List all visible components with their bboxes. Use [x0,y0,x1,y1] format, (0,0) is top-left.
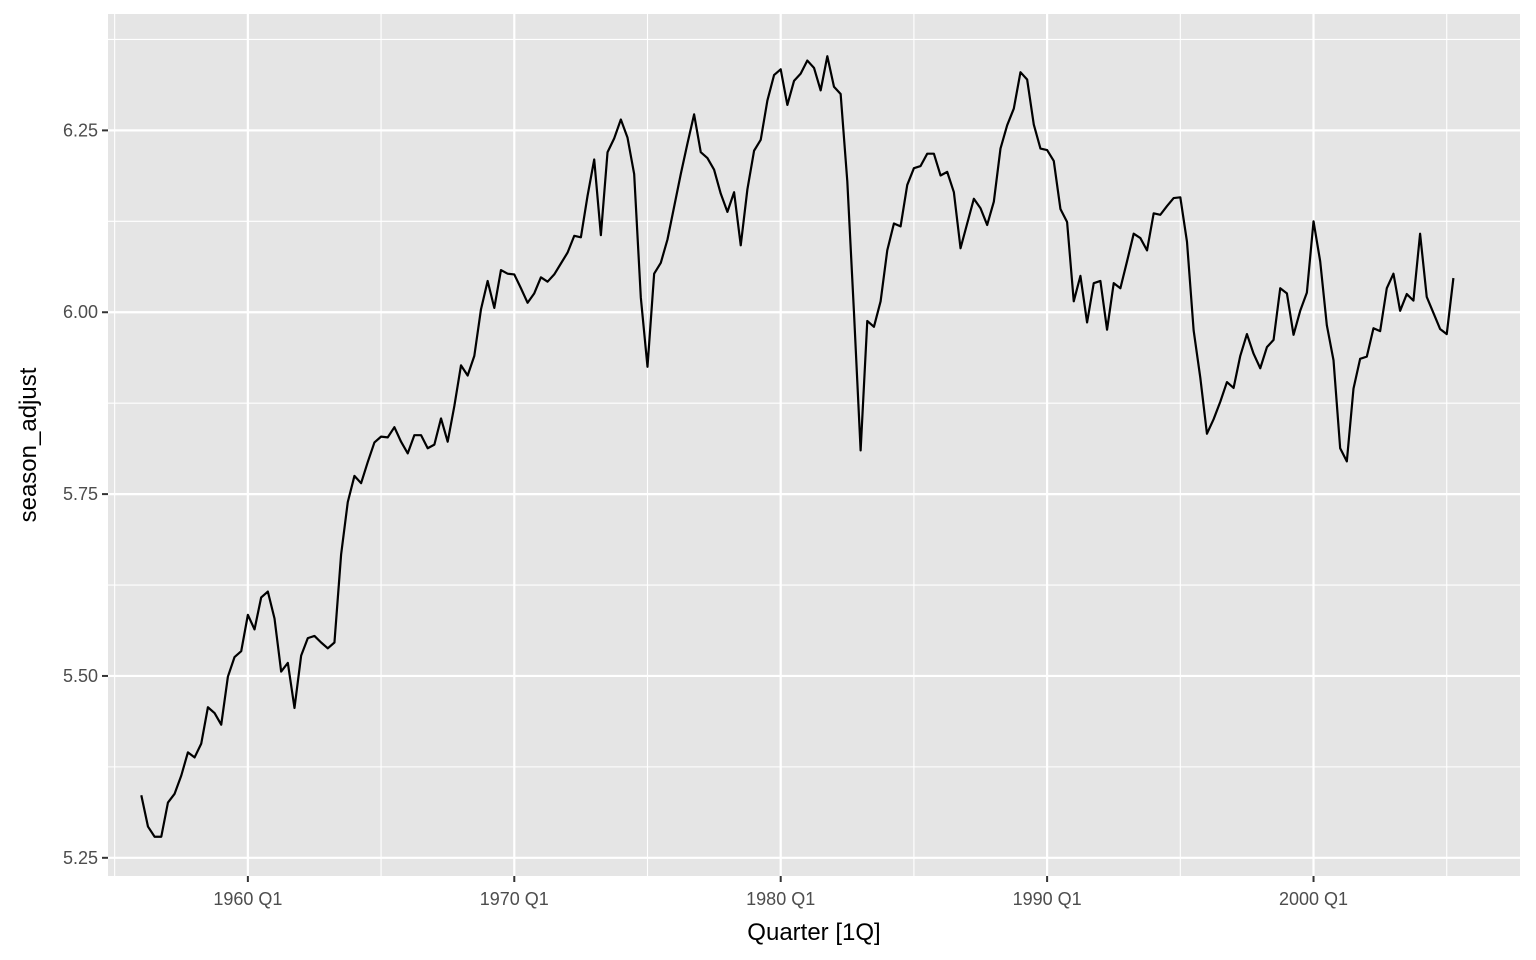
y-tick-label: 5.25 [63,848,98,868]
y-axis-title: season_adjust [15,367,42,522]
x-tick-label: 1990 Q1 [1013,889,1082,909]
plot-panel [108,14,1520,876]
x-axis-title: Quarter [1Q] [747,919,880,946]
y-tick-label: 5.75 [63,484,98,504]
x-tick-label: 1980 Q1 [746,889,815,909]
series-line [140,55,1455,838]
major-gridlines [108,14,1520,876]
x-tick-label: 1970 Q1 [480,889,549,909]
x-tick-label: 1960 Q1 [213,889,282,909]
y-tick-label: 6.25 [63,120,98,140]
x-tick-label: 2000 Q1 [1279,889,1348,909]
y-tick-label: 6.00 [63,302,98,322]
x-axis: 1960 Q1 1970 Q1 1980 Q1 1990 Q1 2000 Q1 [213,876,1348,909]
minor-gridlines [108,14,1520,876]
y-tick-label: 5.50 [63,666,98,686]
y-axis: 5.25 5.50 5.75 6.00 6.25 [63,120,108,868]
